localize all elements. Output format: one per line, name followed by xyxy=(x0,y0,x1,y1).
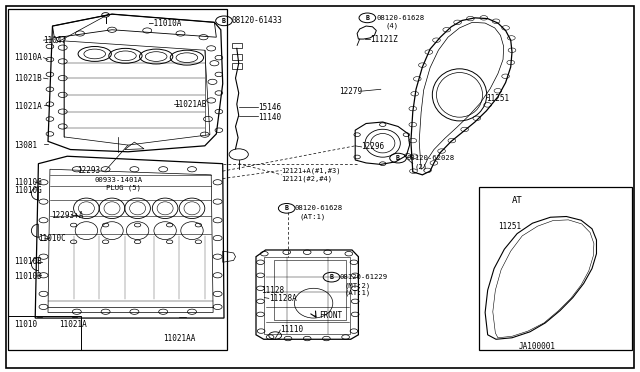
Text: 11010C: 11010C xyxy=(38,234,66,243)
Text: 00933-1401A: 00933-1401A xyxy=(95,177,143,183)
Text: 12279: 12279 xyxy=(339,87,362,96)
Text: 08120-61433: 08120-61433 xyxy=(232,16,282,25)
Text: 11021AB: 11021AB xyxy=(174,100,207,109)
Text: 11140: 11140 xyxy=(258,113,281,122)
Text: 11010G: 11010G xyxy=(14,186,42,195)
Text: 13081: 13081 xyxy=(14,141,37,150)
Text: 11010: 11010 xyxy=(14,320,37,329)
Text: 15146: 15146 xyxy=(258,103,281,112)
Text: 08120-61628: 08120-61628 xyxy=(376,15,424,21)
Text: 11110: 11110 xyxy=(280,326,303,334)
Text: 08120-61229: 08120-61229 xyxy=(339,274,387,280)
Text: 12121(#2,#4): 12121(#2,#4) xyxy=(282,175,333,182)
Text: 11010A: 11010A xyxy=(14,53,42,62)
Text: —11010A: —11010A xyxy=(149,19,182,28)
Text: B: B xyxy=(396,155,400,161)
Text: 11021A: 11021A xyxy=(14,102,42,110)
Text: 11047: 11047 xyxy=(44,36,67,45)
Text: 11021B: 11021B xyxy=(14,74,42,83)
Text: 12296: 12296 xyxy=(362,142,385,151)
Text: B: B xyxy=(365,15,369,21)
Text: 11251: 11251 xyxy=(486,94,509,103)
Text: 11128: 11128 xyxy=(261,286,284,295)
Text: 11121Z: 11121Z xyxy=(370,35,397,44)
Text: B: B xyxy=(285,205,289,211)
Text: 11010B: 11010B xyxy=(14,257,42,266)
Bar xyxy=(479,187,632,350)
Text: B: B xyxy=(222,18,226,24)
Text: 11251: 11251 xyxy=(498,222,521,231)
Text: PLUG (5): PLUG (5) xyxy=(106,185,141,192)
Text: (AT:1): (AT:1) xyxy=(300,213,326,220)
Text: 11128A: 11128A xyxy=(269,294,296,303)
Text: FRONT: FRONT xyxy=(319,311,342,320)
Text: 11021A: 11021A xyxy=(59,320,86,329)
Text: (2): (2) xyxy=(415,163,428,170)
Text: (4): (4) xyxy=(385,23,399,29)
Text: 12293+A: 12293+A xyxy=(51,211,84,220)
Text: AT: AT xyxy=(512,196,523,205)
Text: 11010G: 11010G xyxy=(14,178,42,187)
Text: JA100001: JA100001 xyxy=(518,342,556,351)
Text: 08120-61628: 08120-61628 xyxy=(294,205,342,211)
Text: (MT:2): (MT:2) xyxy=(344,282,371,289)
Bar xyxy=(8,9,227,350)
Text: 11010D: 11010D xyxy=(14,272,42,280)
Text: 08120-62028: 08120-62028 xyxy=(406,155,454,161)
Text: 11021AA: 11021AA xyxy=(163,334,196,343)
Text: B: B xyxy=(330,274,333,280)
Text: (AT:1): (AT:1) xyxy=(344,290,371,296)
Bar xyxy=(8,316,81,350)
Text: 12121+A(#1,#3): 12121+A(#1,#3) xyxy=(282,167,341,174)
Text: 12293: 12293 xyxy=(77,166,100,175)
